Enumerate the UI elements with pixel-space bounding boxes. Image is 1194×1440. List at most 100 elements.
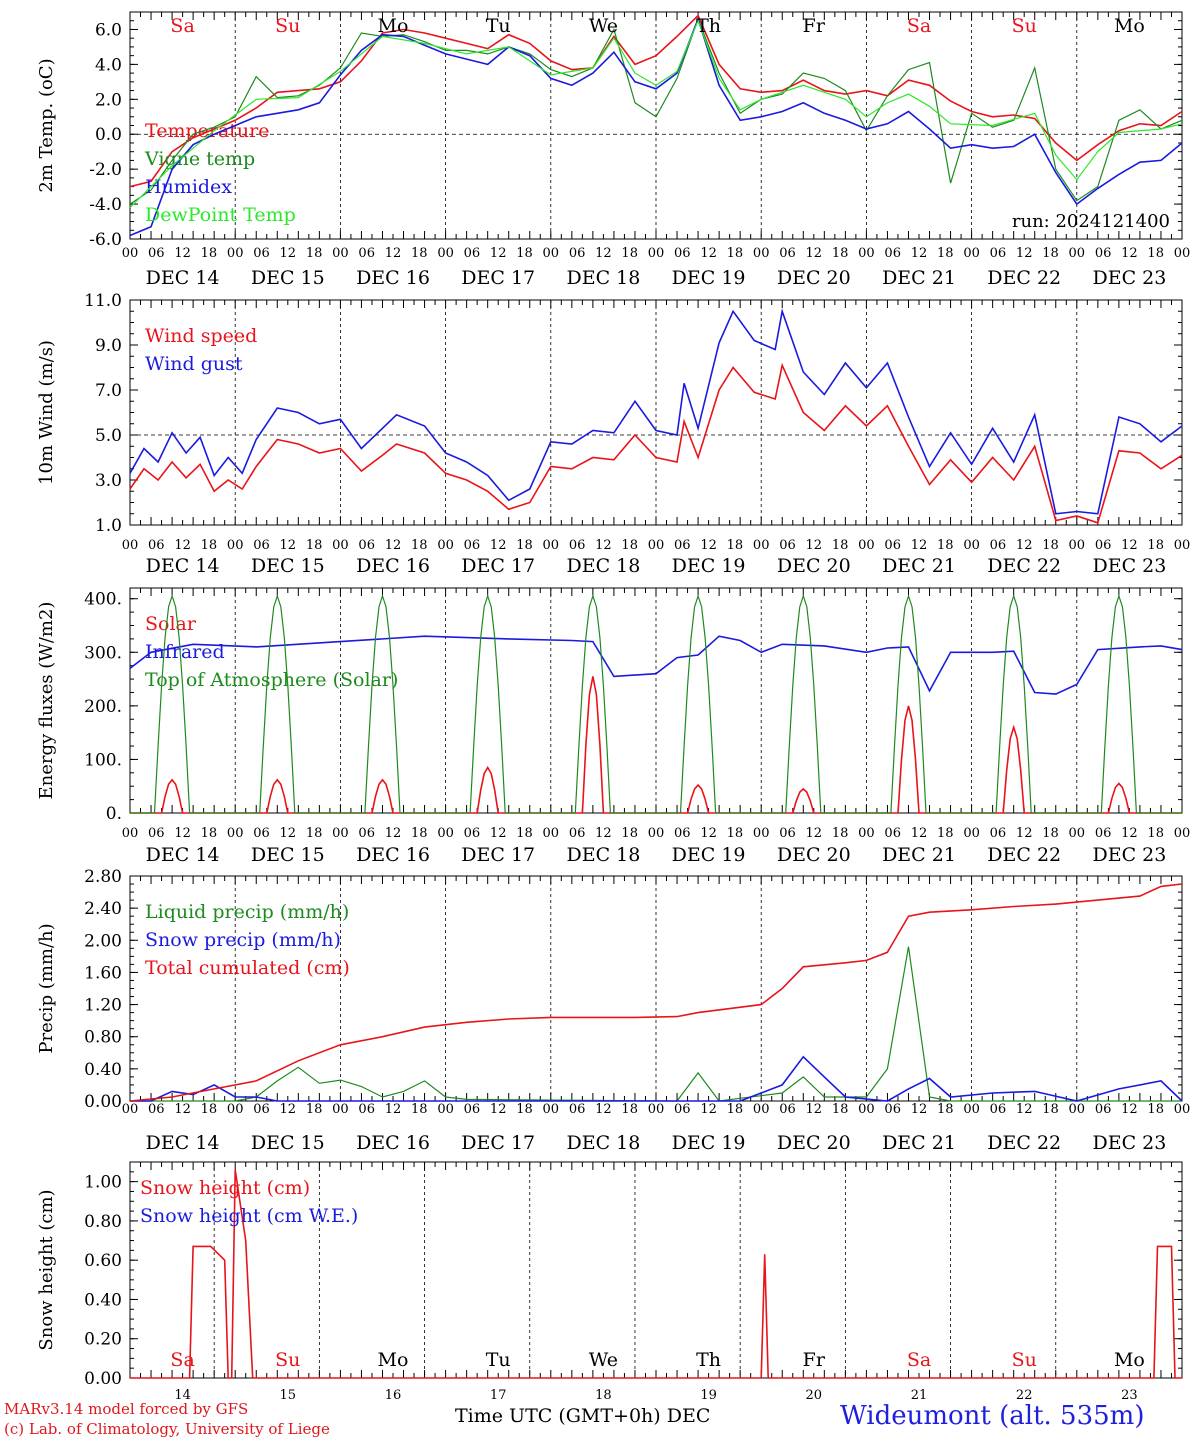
hour-label: 18 (832, 1102, 849, 1117)
hour-label: 00 (1174, 826, 1191, 841)
hour-label: 18 (727, 538, 744, 553)
date-label: DEC 14 (146, 844, 220, 866)
date-label: DEC 21 (882, 555, 956, 577)
date-label: DEC 21 (882, 267, 956, 289)
y-tick-label: 3.0 (95, 471, 122, 491)
weekday-label: Mo (378, 1349, 409, 1371)
hour-label: 18 (411, 246, 428, 261)
hour-label: 06 (569, 826, 586, 841)
hour-label: 18 (832, 246, 849, 261)
date-label: DEC 19 (672, 844, 746, 866)
y-tick-label: 0.0 (95, 125, 122, 145)
weekday-label: Su (275, 1349, 300, 1371)
date-label: DEC 15 (251, 844, 325, 866)
date-label: DEC 14 (146, 267, 220, 289)
legend-entry: Wind gust (145, 353, 243, 375)
hour-label: 12 (595, 826, 612, 841)
hour-label: 18 (621, 538, 638, 553)
hour-label: 12 (911, 538, 928, 553)
y-tick-label: 5.0 (95, 426, 122, 446)
series-wind-speed (129, 362, 1183, 524)
hour-label: 00 (753, 538, 770, 553)
date-label: DEC 20 (777, 1132, 851, 1154)
hour-label: 06 (253, 1102, 270, 1117)
y-tick-label: 0.60 (84, 1251, 122, 1271)
hour-label: 06 (884, 1102, 901, 1117)
hour-label: 12 (280, 538, 297, 553)
hour-label: 12 (1121, 1102, 1138, 1117)
hour-label: 00 (648, 246, 665, 261)
day-number: 15 (280, 1388, 297, 1403)
hour-label: 18 (306, 1102, 323, 1117)
date-label: DEC 20 (777, 267, 851, 289)
panel-1: -6.0 -4.0 -2.0 0.0 2.0 4.0 6.0 2m Temp. (oC) Tem… (36, 11, 1191, 289)
hour-label: 00 (963, 826, 980, 841)
date-label: DEC 20 (777, 555, 851, 577)
date-label: DEC 16 (356, 1132, 430, 1154)
hour-label: 00 (1069, 246, 1086, 261)
date-label: DEC 16 (356, 844, 430, 866)
weekday-label: Mo (1114, 1349, 1145, 1371)
y-tick-label: 2.80 (84, 867, 122, 887)
hour-label: 12 (806, 246, 823, 261)
hour-label: 12 (174, 246, 191, 261)
hour-label: 06 (674, 538, 691, 553)
weekday-label: Th (696, 1349, 721, 1371)
date-label: DEC 18 (566, 555, 640, 577)
weekday-label: We (589, 1349, 618, 1371)
day-number: 22 (1016, 1388, 1033, 1403)
hour-label: 18 (516, 246, 533, 261)
panel-2: 1.0 3.0 5.0 7.0 9.0 11.0 10m Wind (m/s) Wind sp… (36, 291, 1190, 577)
hour-label: 00 (437, 826, 454, 841)
hour-label: 00 (543, 1102, 560, 1117)
legend-entry: Total cumulated (cm) (145, 957, 350, 979)
y-tick-label: 11.0 (84, 291, 122, 311)
y-tick-label: 7.0 (95, 381, 122, 401)
hour-label: 06 (148, 246, 165, 261)
date-label: DEC 23 (1092, 555, 1166, 577)
hour-label: 18 (516, 826, 533, 841)
hour-label: 06 (1095, 1102, 1112, 1117)
y-tick-label: 1.0 (95, 516, 122, 536)
hour-label: 06 (884, 826, 901, 841)
hour-label: 18 (1042, 826, 1059, 841)
y-tick-label: 2.0 (95, 90, 122, 110)
hour-label: 06 (569, 246, 586, 261)
hour-label: 12 (280, 246, 297, 261)
hour-label: 00 (437, 246, 454, 261)
y-tick-label: 400. (84, 590, 122, 610)
series-liquid-precip-mm-h- (130, 946, 1182, 1102)
hour-label: 06 (148, 826, 165, 841)
y-tick-label: 200. (84, 697, 122, 717)
weekday-label: Sa (907, 1349, 931, 1371)
hour-label: 00 (1174, 246, 1191, 261)
hour-label: 06 (990, 1102, 1007, 1117)
hour-label: 06 (148, 1102, 165, 1117)
y-axis-title: 10m Wind (m/s) (36, 340, 57, 485)
legend-entry: Temperature (145, 120, 269, 142)
y-tick-label: 1.60 (84, 963, 122, 983)
hour-label: 12 (1016, 1102, 1033, 1117)
weekday-label: Th (696, 15, 721, 37)
date-label: DEC 15 (251, 555, 325, 577)
series-humidex (129, 16, 1183, 237)
date-label: DEC 16 (356, 555, 430, 577)
y-tick-label: 0. (106, 804, 122, 824)
hour-label: 00 (543, 538, 560, 553)
hour-label: 06 (674, 1102, 691, 1117)
date-label: DEC 17 (461, 844, 535, 866)
hour-label: 12 (490, 1102, 507, 1117)
weekday-label: Mo (378, 15, 409, 37)
hour-label: 18 (727, 1102, 744, 1117)
hour-label: 18 (937, 826, 954, 841)
hour-label: 12 (385, 538, 402, 553)
series-snow-precip-mm-h- (130, 1055, 1183, 1102)
hour-label: 00 (858, 826, 875, 841)
hour-label: 18 (201, 826, 218, 841)
date-label: DEC 19 (672, 267, 746, 289)
date-label: DEC 22 (987, 1132, 1061, 1154)
hour-label: 00 (858, 538, 875, 553)
hour-label: 12 (385, 1102, 402, 1117)
hour-label: 06 (779, 1102, 796, 1117)
